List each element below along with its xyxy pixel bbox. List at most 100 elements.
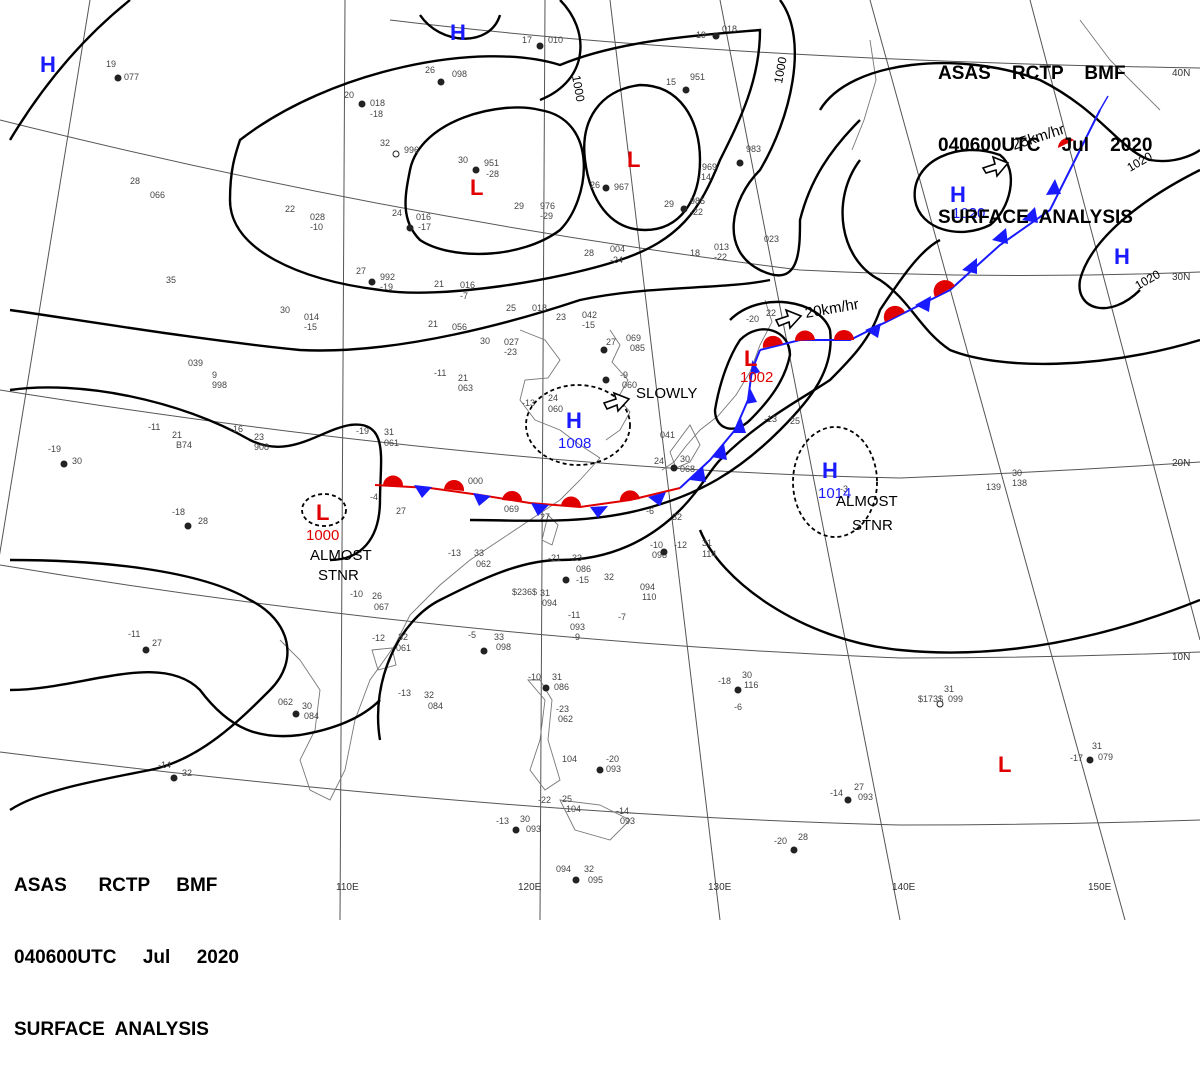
motion-label-slowly: SLOWLY: [636, 385, 697, 402]
isobar-1000-arc: [539, 0, 582, 102]
station-label: 27: [606, 337, 616, 347]
station-label: B74: [176, 440, 192, 450]
station-circle: [1086, 756, 1094, 764]
station-label: 985: [690, 196, 705, 206]
station-label: 951: [690, 72, 705, 82]
station-label: -7: [618, 612, 626, 622]
station-label: 116: [744, 680, 758, 690]
station-label: 30: [1012, 468, 1022, 478]
low-center-label: L: [744, 346, 757, 371]
meridian-120e: [539, 0, 546, 920]
station-label: 9: [212, 370, 217, 380]
warm-mark-7: [794, 330, 815, 341]
station-label: 996: [404, 145, 419, 155]
high-center-label: H: [40, 52, 56, 77]
lon-label-120e: 120E: [518, 882, 542, 893]
station-label: 30: [280, 305, 290, 315]
station-label: 32: [398, 632, 408, 642]
station-label: -14: [830, 788, 843, 798]
station-circle: [472, 166, 480, 174]
header-line-title: SURFACE ANALYSIS: [938, 207, 1133, 228]
station-label: 098: [452, 69, 467, 79]
station-label: 068: [680, 464, 695, 474]
station-label: 951: [484, 158, 499, 168]
isobars: [8, 0, 1200, 811]
station-label: -15: [576, 575, 589, 585]
station-label: 32: [584, 864, 594, 874]
isobar-1000-east: [732, 0, 861, 277]
coast-sakhalin: [851, 39, 877, 151]
station-label: 098: [652, 550, 667, 560]
station-circle: [596, 766, 604, 774]
warm-mark-8: [834, 330, 854, 340]
isobar-japan-low: [713, 328, 792, 430]
station-label: -28: [486, 169, 499, 179]
meridian-160e: [1029, 0, 1200, 641]
station-label: -13: [398, 688, 411, 698]
station-label: 19: [106, 59, 116, 69]
station-label: -29: [540, 211, 553, 221]
station-label: 29: [664, 199, 674, 209]
isobar-japan-outer: [469, 300, 832, 522]
cold-mark-11: [865, 323, 881, 338]
station-circle: [142, 646, 150, 654]
isobar-1020-high: [913, 148, 1013, 233]
dashed-low-1000: [301, 493, 347, 527]
station-label: 094: [542, 598, 557, 608]
station-circle: [660, 548, 668, 556]
station-label: 21: [458, 373, 468, 383]
high-center-label: H: [950, 182, 966, 207]
coast-mindanao: [559, 799, 631, 841]
station-label: 114: [702, 549, 716, 559]
lat-label-20n: 20N: [1172, 458, 1190, 469]
station-label: 093: [620, 816, 635, 826]
lon-label-130e: 130E: [708, 882, 732, 893]
station-label: 004: [610, 244, 625, 254]
station-label: 062: [278, 697, 293, 707]
station-label: 010: [548, 35, 563, 45]
station-label: 027: [504, 337, 519, 347]
cold-mark-15: [1022, 207, 1038, 223]
station-label: 31: [552, 672, 562, 682]
station-label: 17: [522, 35, 532, 45]
station-circle: [602, 376, 610, 384]
high-center-label: H: [566, 408, 582, 433]
station-label: -15: [304, 322, 317, 332]
warm-mark-6: [762, 335, 783, 348]
station-label: 26: [372, 591, 382, 601]
cold-mark-14: [992, 228, 1008, 244]
station-label: 094: [556, 864, 571, 874]
station-label: 998: [212, 380, 227, 390]
station-label: -22: [690, 207, 703, 217]
station-label: 31: [384, 427, 394, 437]
station-label: -14: [616, 806, 629, 816]
station-label: -20: [746, 314, 759, 324]
station-label: 27: [152, 638, 162, 648]
station-label: 32: [424, 690, 434, 700]
stationary-label-line1: ALMOST: [836, 493, 898, 510]
station-circle: [358, 100, 366, 108]
station-label: 077: [124, 72, 139, 82]
station-circle: [368, 278, 376, 286]
station-label: -10: [350, 589, 363, 599]
station-label: 33: [572, 553, 582, 563]
low-center-label: L: [998, 752, 1011, 777]
warm-mark-5: [619, 490, 640, 502]
station-label: 24: [392, 208, 402, 218]
station-label: 31: [702, 538, 712, 548]
station-circle: [572, 876, 580, 884]
station-label: 095: [588, 875, 603, 885]
station-circle: [734, 686, 742, 694]
lon-label-110e: 110E: [336, 882, 359, 893]
station-label: 969: [702, 162, 717, 172]
lat-label-30n: 30N: [1172, 272, 1190, 283]
station-label: 27: [854, 782, 864, 792]
low-center-value: 1000: [306, 527, 339, 544]
station-label: -22: [714, 252, 727, 262]
warm-mark-3: [502, 490, 523, 502]
warm-mark-9: [883, 305, 905, 322]
dashed-isobars: [301, 384, 878, 538]
station-circle: [406, 224, 414, 232]
station-label: 908: [254, 442, 269, 452]
station-label: 014: [304, 312, 319, 322]
